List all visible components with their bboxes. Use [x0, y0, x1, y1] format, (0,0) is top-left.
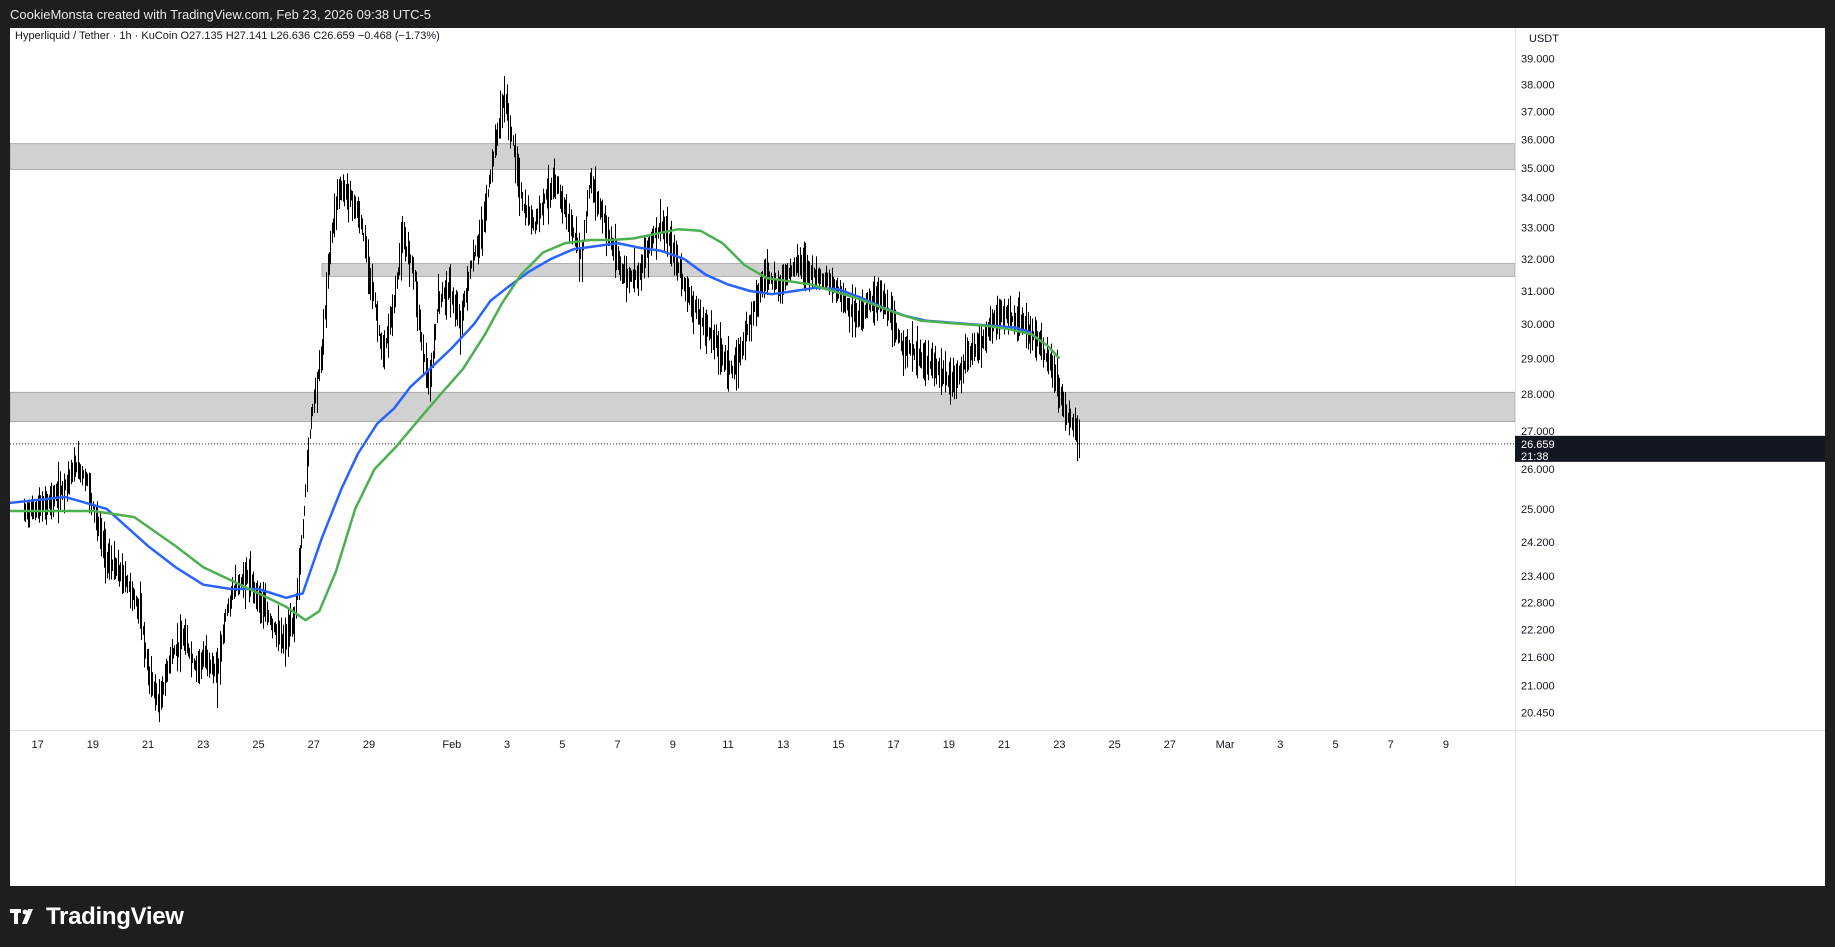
time-tick-label: 15	[832, 739, 844, 751]
time-tick-label: 27	[308, 739, 320, 751]
price-chart[interactable]: USDT 39.000 38.000 37.000 36.000 35.000 34.000…	[10, 28, 1825, 886]
current-price-countdown: 21:38	[1521, 451, 1549, 463]
time-tick-label: 9	[1443, 739, 1449, 751]
price-tick-label: 24.200	[1521, 537, 1555, 549]
price-tick-label: 35.000	[1521, 163, 1555, 175]
time-tick-label: 23	[197, 739, 209, 751]
time-tick-label: 25	[252, 739, 264, 751]
price-tick-label: 33.000	[1521, 223, 1555, 235]
time-tick-label: 9	[670, 739, 676, 751]
price-tick-label: 39.000	[1521, 53, 1555, 65]
price-tick-label: 31.000	[1521, 286, 1555, 298]
time-tick-label: 21	[142, 739, 154, 751]
time-tick-label: 13	[777, 739, 789, 751]
time-tick-label: 17	[31, 739, 43, 751]
tradingview-logo-text: TradingView	[46, 903, 184, 930]
time-tick-label: 25	[1108, 739, 1120, 751]
ma-slow-line	[10, 227, 1061, 622]
time-tick-label: 3	[1277, 739, 1283, 751]
time-tick-label: 5	[1332, 739, 1338, 751]
time-tick-label: 11	[722, 739, 733, 751]
branding-bar: TradingView	[0, 886, 1835, 947]
price-tick-label: 21.600	[1521, 652, 1555, 664]
time-tick-label: Mar	[1216, 739, 1235, 751]
price-tick-label: 34.000	[1521, 192, 1555, 204]
time-tick-label: 7	[614, 739, 620, 751]
price-tick-label: 25.000	[1521, 504, 1555, 516]
price-tick-label: 23.400	[1521, 571, 1555, 583]
price-tick-label: 22.800	[1521, 597, 1555, 609]
price-tick-label: 22.200	[1521, 624, 1555, 636]
time-tick-label: 19	[87, 739, 99, 751]
price-tick-label: 26.000	[1521, 464, 1555, 476]
time-axis[interactable]	[10, 731, 1515, 886]
chart-area[interactable]: USDT 39.000 38.000 37.000 36.000 35.000 34.000…	[10, 28, 1825, 886]
price-tick-label: 36.000	[1521, 134, 1555, 146]
price-tick-label: 29.000	[1521, 354, 1555, 366]
current-price-value: 26.659	[1521, 439, 1555, 451]
time-tick-label: 21	[998, 739, 1010, 751]
time-tick-label: 27	[1164, 739, 1176, 751]
attribution-bar: CookieMonsta created with TradingView.co…	[0, 0, 1835, 28]
time-tick-label: 19	[943, 739, 955, 751]
zone-band	[10, 391, 1516, 423]
price-tick-label: 20.450	[1521, 708, 1555, 720]
price-layer	[24, 76, 1080, 723]
time-tick-label: 7	[1388, 739, 1394, 751]
attribution-text: CookieMonsta created with TradingView.co…	[10, 7, 432, 22]
price-tick-label: 21.000	[1521, 681, 1555, 693]
tradingview-logo[interactable]: TradingView	[10, 902, 184, 932]
price-tick-label: 38.000	[1521, 80, 1555, 92]
symbol-legend[interactable]: Hyperliquid / Tether · 1h · KuCoin O27.1…	[15, 30, 440, 42]
time-tick-label: 17	[888, 739, 900, 751]
time-tick-label: 29	[363, 739, 375, 751]
zone-band	[10, 143, 1516, 170]
price-axis-unit: USDT	[1529, 33, 1559, 45]
price-tick-label: 27.000	[1521, 426, 1555, 438]
tradingview-logo-icon	[10, 909, 33, 924]
ma-layer	[10, 227, 1061, 622]
time-tick-label: 5	[559, 739, 565, 751]
price-tick-label: 37.000	[1521, 107, 1555, 119]
price-tick-label: 28.000	[1521, 389, 1555, 401]
time-tick-label: 23	[1053, 739, 1065, 751]
time-tick-label: 3	[504, 739, 510, 751]
current-price-tag	[1515, 435, 1825, 462]
price-tick-label: 32.000	[1521, 254, 1555, 266]
time-tick-label: Feb	[442, 739, 461, 751]
axes-layer: USDT 39.000 38.000 37.000 36.000 35.000 34.000…	[10, 28, 1825, 886]
price-tick-label: 30.000	[1521, 319, 1555, 331]
zone-band	[321, 263, 1516, 277]
